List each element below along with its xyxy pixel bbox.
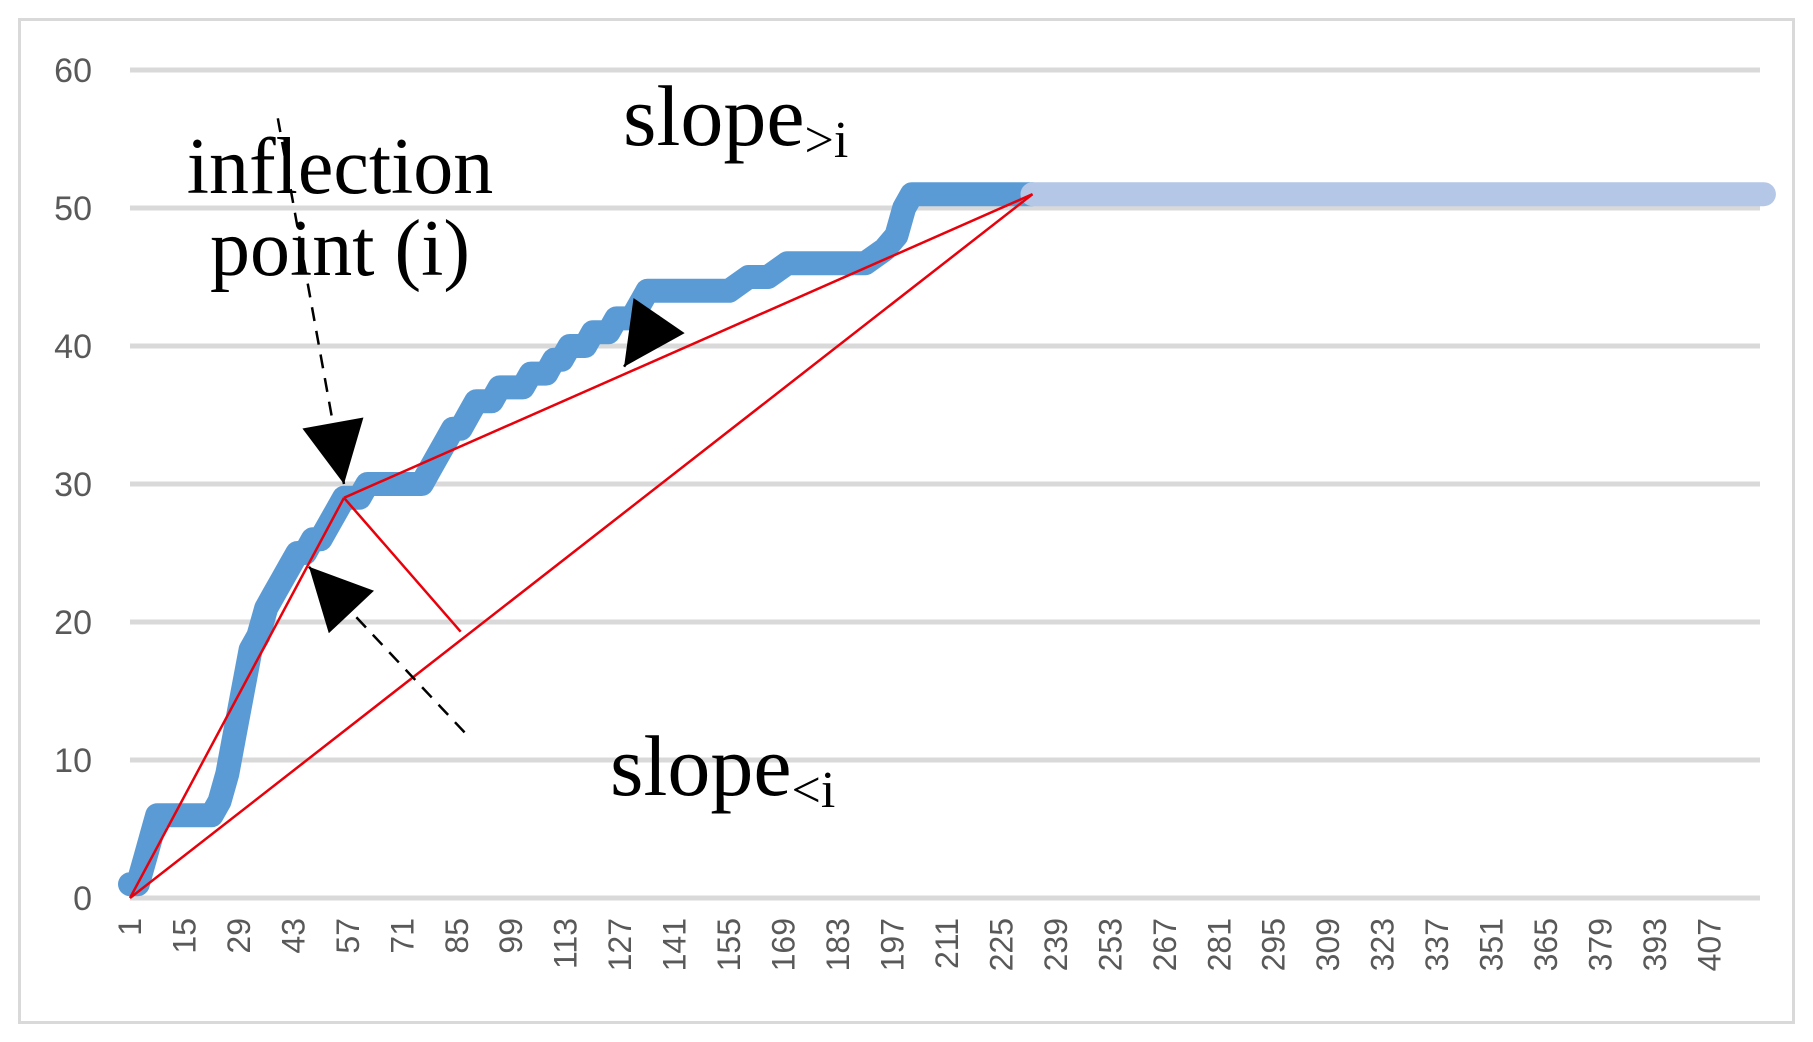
x-tick-label: 211 [929, 918, 965, 969]
x-tick-label: 393 [1637, 918, 1673, 971]
x-tick-label: 239 [1038, 918, 1074, 971]
x-tick-label: 281 [1201, 918, 1237, 971]
y-axis-tick-labels: 0 10 20 30 40 50 60 [54, 52, 92, 918]
slope-line [343, 193, 1034, 499]
x-tick-label: 85 [439, 918, 475, 954]
inflection-label-line1: inflection [187, 123, 494, 211]
slope-line [343, 496, 462, 633]
x-tick-label: 253 [1092, 918, 1128, 971]
pointer-arrow [623, 298, 685, 368]
x-tick-label: 29 [221, 918, 257, 954]
x-tick-label: 127 [602, 918, 638, 971]
slope-line [129, 193, 1034, 899]
gridlines [130, 67, 1760, 901]
x-tick-label: 295 [1256, 918, 1292, 971]
slope-after-label: slope>i [623, 68, 848, 169]
x-tick-label: 43 [275, 918, 311, 954]
x-tick-label: 407 [1691, 918, 1727, 971]
slope-lines [128, 193, 1034, 899]
x-tick-label: 323 [1365, 918, 1401, 971]
y-tick-label: 10 [54, 742, 92, 780]
pointer-arrow [308, 565, 466, 734]
slope-line [128, 497, 346, 899]
annotation-arrows [276, 118, 685, 734]
x-axis-tick-labels: 1 15 29 43 57 71 85 99 113 127 141 155 169 183 197 211 2… [112, 918, 1727, 971]
x-tick-label: 309 [1310, 918, 1346, 971]
x-tick-label: 337 [1419, 918, 1455, 971]
x-tick-label: 267 [1147, 918, 1183, 971]
x-tick-label: 57 [330, 918, 366, 954]
slope-before-subscript: <i [792, 762, 836, 819]
y-tick-label: 0 [73, 880, 92, 918]
x-tick-label: 141 [657, 918, 693, 971]
x-tick-label: 113 [548, 918, 584, 969]
slope-after-subscript: >i [805, 112, 849, 169]
x-tick-label: 365 [1528, 918, 1564, 971]
x-tick-label: 169 [766, 918, 802, 971]
y-tick-label: 30 [54, 466, 92, 504]
x-tick-label: 1 [112, 918, 148, 936]
x-tick-label: 351 [1474, 918, 1510, 971]
y-tick-label: 50 [54, 190, 92, 228]
x-tick-label: 225 [983, 918, 1019, 971]
y-tick-label: 20 [54, 604, 92, 642]
annotations: inflection point (i) slope>i slope<i [187, 68, 849, 819]
x-tick-label: 15 [166, 918, 202, 954]
inflection-label-line2: point (i) [210, 205, 470, 293]
slope-before-label: slope<i [610, 718, 835, 819]
x-tick-label: 197 [874, 918, 910, 971]
x-tick-label: 155 [711, 918, 747, 971]
x-tick-label: 99 [493, 918, 529, 954]
slope-after-base: slope [623, 68, 805, 164]
slope-before-base: slope [610, 718, 792, 814]
series-line-main [118, 182, 1045, 897]
x-tick-label: 183 [820, 918, 856, 971]
x-tick-label: 71 [384, 918, 420, 954]
data-series [118, 182, 1776, 897]
y-tick-label: 60 [54, 52, 92, 90]
pointer-arrow [276, 118, 364, 485]
y-tick-label: 40 [54, 328, 92, 366]
x-tick-label: 379 [1583, 918, 1619, 971]
